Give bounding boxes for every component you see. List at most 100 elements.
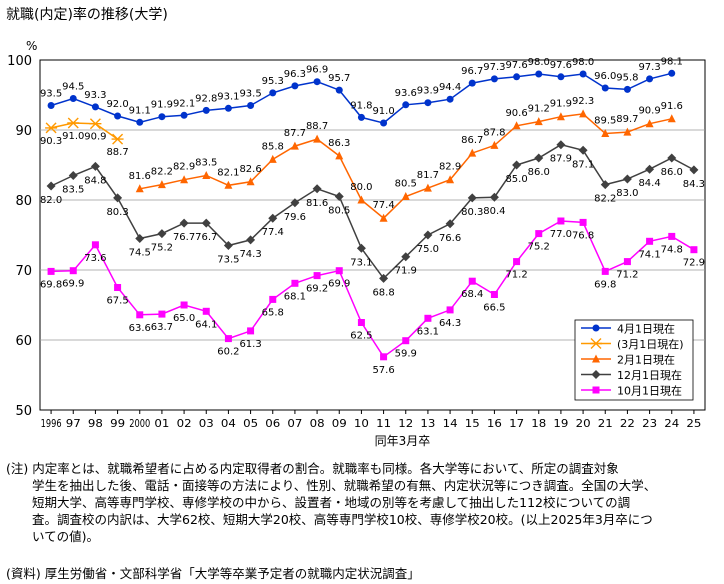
y-tick-label: 90 — [15, 124, 32, 139]
data-point — [334, 192, 344, 201]
data-label: 69.8 — [40, 279, 62, 290]
data-point — [512, 160, 522, 170]
line-chart: 50 60 70 80 90 100% 1996 97 98 99 2000 01 02 03 04 05 06… — [7, 39, 706, 448]
data-point — [622, 174, 632, 184]
data-point — [557, 73, 565, 81]
data-label: 91.6 — [661, 101, 683, 112]
data-label: 76.6 — [439, 233, 461, 244]
data-point — [290, 141, 299, 150]
data-point — [601, 129, 610, 137]
data-point — [446, 306, 454, 314]
x-tick-label: 11 — [376, 418, 391, 430]
data-label: 65.8 — [262, 307, 284, 318]
series-line — [50, 143, 695, 280]
data-label: 97.3 — [483, 62, 505, 73]
data-point — [357, 195, 366, 204]
data-label: 82.9 — [173, 162, 195, 173]
data-label: 88.7 — [106, 147, 128, 158]
data-point — [202, 171, 211, 179]
data-label: 75.2 — [151, 243, 173, 254]
data-label: 89.5 — [594, 116, 616, 127]
data-point — [69, 267, 77, 275]
data-label: 89.7 — [616, 114, 638, 125]
data-point — [445, 219, 455, 229]
data-point — [357, 113, 365, 121]
data-label: 73.6 — [84, 253, 106, 264]
x-tick-label: 16 — [487, 418, 502, 430]
data-label: 75.0 — [417, 244, 439, 255]
data-point — [335, 86, 343, 94]
data-label: 98.0 — [572, 57, 594, 68]
data-point — [290, 198, 300, 208]
y-tick-label: 80 — [15, 194, 32, 209]
data-label: 63.7 — [151, 322, 173, 333]
data-point — [224, 104, 232, 112]
data-point — [179, 218, 189, 228]
data-point — [535, 70, 543, 78]
data-point — [601, 84, 609, 92]
data-point — [91, 103, 99, 111]
x-tick-label: 98 — [88, 418, 103, 430]
data-label: 76.7 — [195, 232, 217, 243]
x-tick-label: 20 — [576, 418, 591, 430]
data-point — [668, 69, 676, 77]
data-label: 96.0 — [594, 71, 616, 82]
data-label: 71.2 — [505, 270, 527, 281]
data-point — [601, 267, 609, 275]
chart-title: 就職(内定)率の推移(大学) — [6, 7, 168, 23]
x-tick-label: 15 — [465, 418, 480, 430]
data-label: 80.0 — [350, 182, 372, 193]
data-point — [135, 184, 144, 193]
data-point — [446, 175, 455, 184]
x-tick-label: 10 — [354, 418, 369, 430]
data-label: 96.9 — [306, 65, 328, 76]
data-label: 71.9 — [395, 266, 417, 277]
source-note: (資料) 厚生労働省・文部科学省「大学等卒業予定者の就職内定状況調査」 — [6, 566, 420, 581]
data-point — [556, 140, 566, 150]
data-label: 94.5 — [62, 82, 84, 93]
data-label: 76.7 — [173, 232, 195, 243]
x-tick-label: 02 — [177, 418, 192, 430]
data-label: 63.6 — [129, 323, 151, 334]
data-label: 96.7 — [461, 66, 483, 77]
data-label: 93.9 — [417, 86, 439, 97]
data-label: 64.3 — [439, 318, 461, 329]
y-tick-label: 50 — [15, 404, 32, 419]
data-point — [667, 153, 677, 163]
legend-label: (3月1日現在) — [617, 338, 684, 351]
data-point — [111, 133, 124, 145]
data-label: 95.7 — [328, 73, 350, 84]
x-tick-label: 13 — [420, 418, 435, 430]
data-label: 87.1 — [572, 159, 594, 170]
data-point — [291, 82, 299, 90]
data-point — [423, 230, 433, 240]
data-point — [269, 295, 277, 303]
data-point — [201, 218, 211, 228]
data-label: 60.2 — [217, 347, 239, 358]
data-point — [534, 117, 543, 126]
x-tick-label: 19 — [553, 418, 568, 430]
legend-label: 2月1日現在 — [617, 354, 675, 367]
data-point — [335, 151, 344, 160]
x-tick-label: 23 — [642, 418, 657, 430]
note-line: 短期大学、高等専門学校、専修学校の中から、設置者・地域の別等を考慮して抽出した1… — [32, 495, 631, 510]
data-label: 72.9 — [683, 258, 705, 269]
x-tick-label: 04 — [221, 418, 236, 430]
data-label: 59.9 — [395, 349, 417, 360]
data-point — [224, 180, 233, 189]
data-label: 93.1 — [217, 91, 239, 102]
data-label: 83.0 — [616, 188, 638, 199]
data-point — [380, 119, 388, 127]
data-label: 84.4 — [638, 178, 660, 189]
y-axis-unit: % — [26, 39, 37, 53]
legend-label: 10月1日現在 — [617, 385, 682, 398]
data-point — [623, 127, 632, 136]
y-tick-label: 60 — [15, 334, 32, 349]
data-label: 90.6 — [505, 108, 527, 119]
data-label: 91.0 — [62, 131, 84, 142]
x-tick-label: 2000 — [129, 418, 150, 430]
data-point — [513, 73, 521, 81]
x-tick-label: 97 — [66, 418, 81, 430]
data-label: 91.2 — [528, 104, 550, 115]
data-point — [401, 252, 411, 262]
